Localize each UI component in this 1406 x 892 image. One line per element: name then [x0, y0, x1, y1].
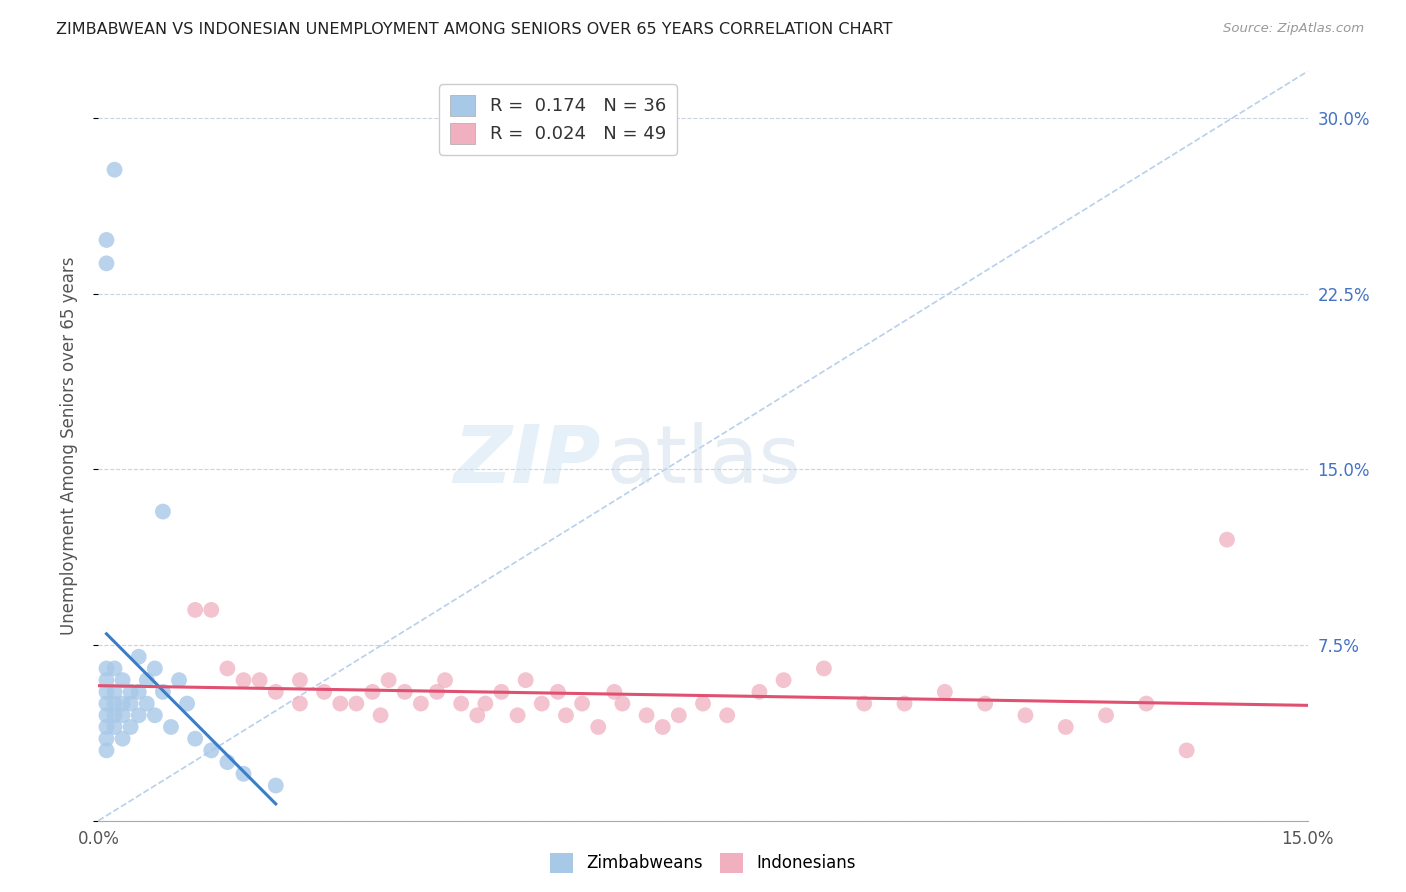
Point — [143, 661, 166, 675]
Point — [120, 720, 142, 734]
Point — [264, 779, 287, 793]
Point — [1216, 533, 1239, 547]
Point — [555, 708, 578, 723]
Point — [96, 233, 118, 247]
Point — [128, 649, 150, 664]
Point — [217, 755, 239, 769]
Point — [377, 673, 399, 688]
Point — [651, 720, 673, 734]
Point — [176, 697, 198, 711]
Point — [813, 661, 835, 675]
Point — [200, 603, 222, 617]
Point — [264, 685, 287, 699]
Point — [160, 720, 183, 734]
Point — [111, 673, 134, 688]
Point — [152, 685, 174, 699]
Point — [506, 708, 529, 723]
Point — [474, 697, 496, 711]
Point — [120, 685, 142, 699]
Point — [96, 697, 118, 711]
Point — [135, 697, 157, 711]
Point — [1095, 708, 1118, 723]
Point — [143, 708, 166, 723]
Point — [465, 708, 488, 723]
Point — [1175, 743, 1198, 757]
Point — [96, 256, 118, 270]
Point — [232, 673, 254, 688]
Point — [491, 685, 513, 699]
Point — [103, 685, 125, 699]
Point — [612, 697, 634, 711]
Point — [314, 685, 336, 699]
Point — [96, 743, 118, 757]
Point — [409, 697, 432, 711]
Legend: Zimbabweans, Indonesians: Zimbabweans, Indonesians — [543, 847, 863, 880]
Point — [96, 708, 118, 723]
Point — [1135, 697, 1157, 711]
Point — [547, 685, 569, 699]
Point — [344, 697, 367, 711]
Point — [120, 697, 142, 711]
Point — [361, 685, 384, 699]
Point — [426, 685, 449, 699]
Point — [111, 697, 134, 711]
Point — [96, 685, 118, 699]
Point — [450, 697, 472, 711]
Point — [217, 661, 239, 675]
Point — [167, 673, 190, 688]
Point — [893, 697, 915, 711]
Y-axis label: Unemployment Among Seniors over 65 years: Unemployment Among Seniors over 65 years — [59, 257, 77, 635]
Point — [668, 708, 690, 723]
Point — [974, 697, 997, 711]
Text: Source: ZipAtlas.com: Source: ZipAtlas.com — [1223, 22, 1364, 36]
Point — [96, 731, 118, 746]
Point — [434, 673, 457, 688]
Point — [184, 731, 207, 746]
Point — [288, 697, 311, 711]
Point — [103, 708, 125, 723]
Point — [934, 685, 956, 699]
Point — [200, 743, 222, 757]
Point — [370, 708, 392, 723]
Point — [249, 673, 271, 688]
Point — [111, 731, 134, 746]
Point — [1054, 720, 1077, 734]
Point — [152, 505, 174, 519]
Point — [571, 697, 593, 711]
Point — [329, 697, 352, 711]
Point — [96, 720, 118, 734]
Point — [716, 708, 738, 723]
Point — [1014, 708, 1036, 723]
Point — [288, 673, 311, 688]
Point — [232, 767, 254, 781]
Point — [748, 685, 770, 699]
Point — [184, 603, 207, 617]
Point — [128, 685, 150, 699]
Point — [128, 708, 150, 723]
Point — [103, 720, 125, 734]
Point — [530, 697, 553, 711]
Point — [586, 720, 609, 734]
Point — [692, 697, 714, 711]
Point — [96, 661, 118, 675]
Point — [103, 697, 125, 711]
Point — [603, 685, 626, 699]
Text: atlas: atlas — [606, 422, 800, 500]
Point — [394, 685, 416, 699]
Point — [103, 661, 125, 675]
Point — [515, 673, 537, 688]
Point — [103, 162, 125, 177]
Point — [96, 673, 118, 688]
Point — [772, 673, 794, 688]
Legend: R =  0.174   N = 36, R =  0.024   N = 49: R = 0.174 N = 36, R = 0.024 N = 49 — [439, 84, 676, 154]
Point — [135, 673, 157, 688]
Point — [853, 697, 876, 711]
Text: ZIMBABWEAN VS INDONESIAN UNEMPLOYMENT AMONG SENIORS OVER 65 YEARS CORRELATION CH: ZIMBABWEAN VS INDONESIAN UNEMPLOYMENT AM… — [56, 22, 893, 37]
Point — [111, 708, 134, 723]
Text: ZIP: ZIP — [453, 422, 600, 500]
Point — [636, 708, 658, 723]
